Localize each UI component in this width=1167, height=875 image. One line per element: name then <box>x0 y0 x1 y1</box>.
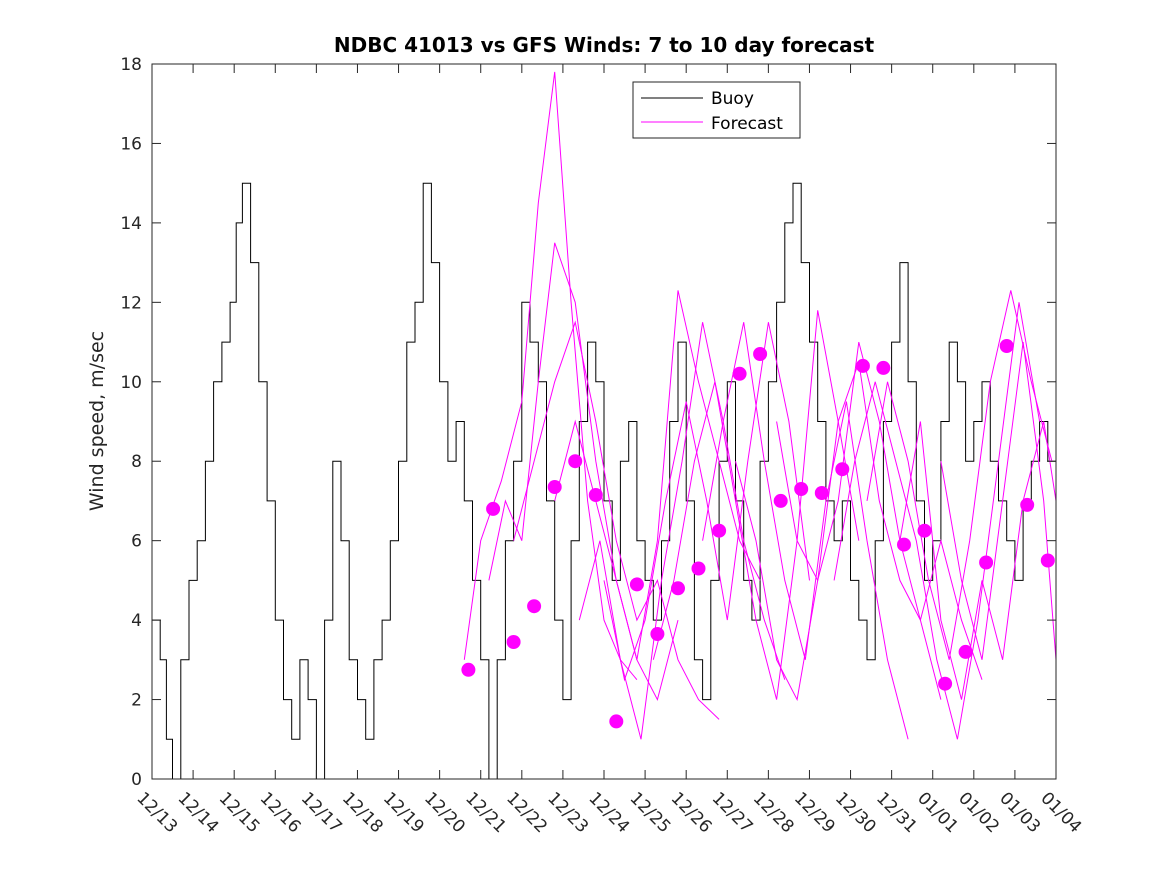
plot-content <box>152 71 1057 780</box>
forecast-marker <box>855 358 870 373</box>
legend: Buoy Forecast <box>632 81 801 139</box>
forecast-series-line-11 <box>833 302 1041 740</box>
forecast-marker <box>629 577 644 592</box>
forecast-series-line-3 <box>513 320 720 720</box>
legend-box <box>632 81 801 139</box>
y-tick-label: 8 <box>131 452 142 472</box>
forecast-series-line-4 <box>554 290 761 660</box>
forecast-marker <box>753 347 768 361</box>
forecast-marker <box>609 714 624 729</box>
forecast-series-line-10 <box>776 341 983 680</box>
y-tick-label: 14 <box>120 214 142 234</box>
forecast-marker <box>568 454 583 469</box>
forecast-marker <box>588 488 603 502</box>
forecast-marker <box>917 523 932 538</box>
forecast-marker <box>773 493 788 508</box>
forecast-series-line-9 <box>735 361 942 702</box>
forecast-marker <box>1020 497 1035 512</box>
forecast-marker <box>712 523 727 538</box>
y-tick-label: 0 <box>131 770 142 790</box>
forecast-marker <box>835 462 850 477</box>
forecast-marker <box>527 599 542 614</box>
forecast-marker <box>732 366 747 381</box>
forecast-marker <box>547 480 562 494</box>
y-tick-label: 6 <box>131 532 142 552</box>
buoy-series-line <box>152 182 1057 780</box>
forecast-marker <box>938 676 953 691</box>
forecast-series-line-12 <box>866 290 1053 660</box>
forecast-marker <box>506 635 521 649</box>
forecast-marker <box>958 644 973 659</box>
forecast-marker <box>461 662 476 677</box>
forecast-marker <box>814 486 829 500</box>
forecast-marker <box>671 581 685 596</box>
legend-buoy-label: Buoy <box>711 89 754 109</box>
y-tick-label: 10 <box>120 373 142 393</box>
chart-title: NDBC 41013 vs GFS Winds: 7 to 10 day for… <box>334 33 875 57</box>
forecast-marker <box>979 555 994 570</box>
forecast-marker <box>897 537 911 552</box>
forecast-marker <box>650 627 665 641</box>
legend-forecast-label: Forecast <box>711 114 783 134</box>
forecast-marker <box>794 482 809 496</box>
axes <box>151 63 1057 780</box>
forecast-series-line-6 <box>603 322 810 682</box>
y-tick-label: 16 <box>120 134 142 154</box>
forecast-marker <box>486 501 501 516</box>
forecast-marker <box>691 561 706 576</box>
y-axis-label: Wind speed, m/sec <box>86 331 108 511</box>
forecast-series-line-8 <box>702 322 909 740</box>
forecast-marker <box>999 339 1014 353</box>
forecast-series-line-14 <box>940 342 1057 660</box>
forecast-marker <box>876 360 891 375</box>
y-tick-label: 18 <box>120 55 142 75</box>
y-tick-label: 12 <box>120 293 142 313</box>
forecast-marker <box>1040 553 1055 568</box>
forecast-series-line-7 <box>652 310 860 700</box>
y-tick-label: 4 <box>131 611 142 631</box>
forecast-series-line-2 <box>488 242 679 701</box>
forecast-series-line-5 <box>578 322 786 740</box>
forecast-series-line-1 <box>463 71 638 681</box>
y-tick-label: 2 <box>131 691 142 711</box>
